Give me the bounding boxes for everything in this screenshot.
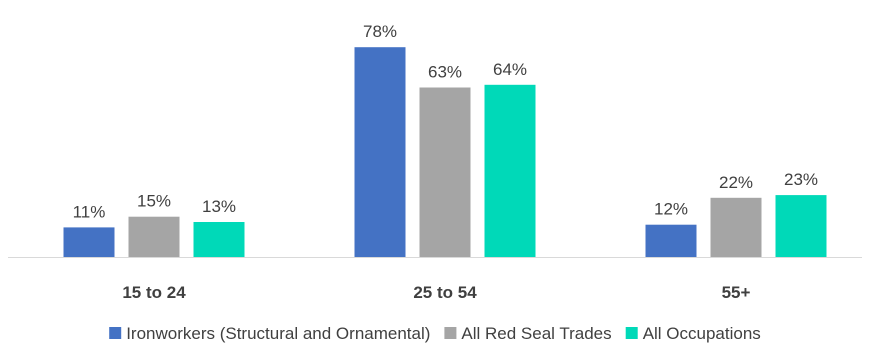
bar-3-3 — [775, 195, 827, 257]
legend-swatch — [109, 327, 122, 339]
bar-1-2 — [354, 47, 406, 258]
data-label: 64% — [493, 60, 527, 79]
bar-1-3 — [645, 224, 697, 257]
legend-label: Ironworkers (Structural and Ornamental) — [126, 324, 430, 343]
data-label: 11% — [73, 202, 106, 221]
data-label: 22% — [719, 173, 753, 192]
data-label: 78% — [363, 22, 397, 41]
bars-group: 11% 15% 13% 78% 63% 64% 12% 22% 23% — [63, 22, 827, 258]
data-label: 12% — [654, 200, 688, 219]
data-label: 63% — [428, 63, 462, 82]
category-label: 25 to 54 — [413, 283, 477, 302]
legend-swatch — [625, 327, 638, 339]
bar-2-1 — [128, 216, 180, 258]
legend: Ironworkers (Structural and Ornamental) A… — [109, 324, 761, 343]
category-label: 15 to 24 — [122, 283, 186, 302]
legend-label: All Red Seal Trades — [461, 324, 611, 343]
legend-swatch — [444, 327, 457, 339]
category-labels: 15 to 24 25 to 54 55+ — [122, 283, 750, 302]
bar-3-2 — [484, 84, 536, 257]
legend-label: All Occupations — [643, 324, 761, 343]
bar-1-1 — [63, 227, 115, 257]
bar-3-1 — [193, 222, 245, 257]
data-label: 15% — [137, 192, 171, 211]
data-label: 13% — [202, 197, 236, 216]
data-label: 23% — [784, 170, 818, 189]
bar-2-3 — [710, 197, 762, 257]
category-label: 55+ — [722, 283, 751, 302]
bar-2-2 — [419, 87, 471, 257]
